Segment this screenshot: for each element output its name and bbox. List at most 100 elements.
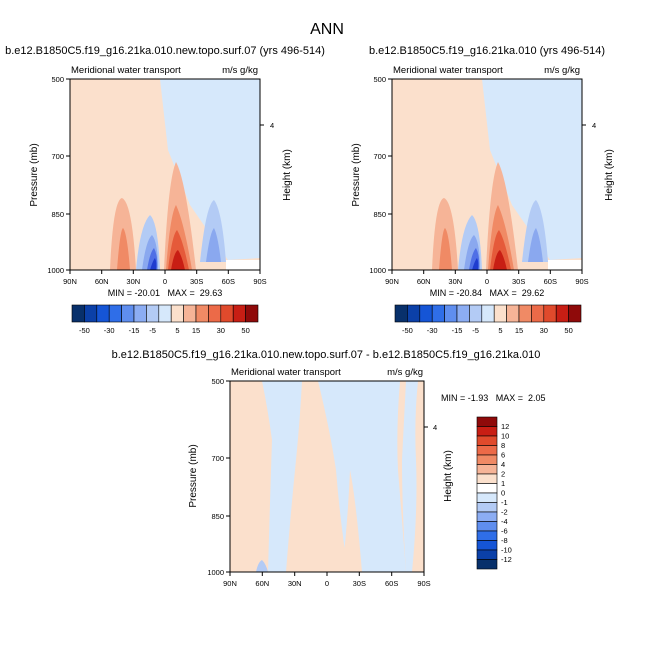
- panel-2-colorbar-swatch: [456, 304, 470, 323]
- panel-1-y-tick-label: 850: [51, 210, 64, 219]
- panel-3-colorbar-label: -12: [501, 555, 512, 564]
- panel-2-y-axis-label: Pressure (mb): [351, 143, 362, 206]
- panel-1-colorbar-swatch: [84, 304, 98, 323]
- panel-3-colorbar-swatch: [476, 530, 498, 541]
- panel-2-y-tick-label: 500: [373, 75, 386, 84]
- panel-1-missing-topography: [226, 260, 260, 270]
- panel-3-colorbar-swatch: [476, 521, 498, 532]
- panel-3-x-tick-label: 90S: [417, 579, 430, 588]
- panel-1-colorbar-swatch: [195, 304, 209, 323]
- panel-3-x-tick-label: 60N: [255, 579, 269, 588]
- panel-1-contour-pos-6: [171, 250, 185, 270]
- panel-3-contour-neg-1: [256, 560, 268, 572]
- panel-1-colorbar-swatch: [71, 304, 85, 323]
- panel-2-min-max: MIN = -20.84 MAX = 29.62: [430, 288, 545, 298]
- panel-1-x-tick-label: 90N: [63, 277, 77, 286]
- panel-2-colorbar-label: -5: [472, 326, 479, 335]
- panel-2-colorbar-swatch: [543, 304, 557, 323]
- panel-3-colorbar-label: 2: [501, 470, 505, 479]
- panel-2-x-tick-label: 30S: [512, 277, 525, 286]
- panel-3-region-negative-4: [402, 381, 418, 572]
- panel-2-colorbar-swatch: [419, 304, 433, 323]
- panel-3-colorbar-swatch: [476, 511, 498, 522]
- panel-2-contour-neg-4: [472, 258, 479, 270]
- panel-2-colorbar-swatch: [555, 304, 569, 323]
- panel-1-colorbar-label: 30: [217, 326, 225, 335]
- panel-3-colorbar-swatch: [476, 483, 498, 494]
- panel-1-x-tick-label: 60N: [95, 277, 109, 286]
- panel-2-colorbar-swatch: [394, 304, 408, 323]
- panel-1-min-max: MIN = -20.01 MAX = 29.63: [108, 288, 223, 298]
- panel-3-colorbar-swatch: [476, 416, 498, 427]
- panel-2-colorbar-swatch: [531, 304, 545, 323]
- panel-3-x-tick-label: 60S: [385, 579, 398, 588]
- panel-2-colorbar-swatch: [469, 304, 483, 323]
- panel-2-contour-neg-6: [528, 228, 543, 262]
- panel-2-x-tick-label: 0: [485, 277, 489, 286]
- panel-2-subtitle-right: m/s g/kg: [544, 65, 580, 76]
- panel-3-colorbar-swatch: [476, 435, 498, 446]
- panel-2-colorbar-label: 15: [515, 326, 523, 335]
- panel-1-field: [69, 78, 261, 271]
- panel-3-colorbar-label: 6: [501, 451, 505, 460]
- panel-2-colorbar-swatch: [568, 304, 582, 323]
- panel-1-colorbar-label: -15: [129, 326, 140, 335]
- panel-1-contour-neg-4: [150, 258, 157, 270]
- panel-2: b.e12.B1850C5.f19_g16.21ka.010 (yrs 496-…: [351, 45, 615, 335]
- panel-1-colorbar-swatch: [220, 304, 234, 323]
- panel-1-x-axis: 90N 60N 30N 0 30S 60S 90S: [63, 270, 267, 286]
- panel-1-colorbar-swatch: [121, 304, 135, 323]
- panel-1-contour-pos-2: [117, 228, 130, 270]
- panel-3-colorbar-swatch: [476, 445, 498, 456]
- panel-3-y-tick-label: 1000: [207, 568, 224, 577]
- panel-1-y-tick-label: 500: [51, 75, 64, 84]
- panel-3-region-positive-3: [342, 470, 362, 572]
- panel-2-colorbar-label: -15: [452, 326, 463, 335]
- panel-3-y-tick-label: 500: [211, 377, 224, 386]
- panel-3-colorbar-label: 12: [501, 422, 509, 431]
- panel-3-colorbar-swatch: [476, 492, 498, 503]
- panel-3-colorbar-label: -2: [501, 508, 508, 517]
- panel-3-colorbar-label: 4: [501, 460, 505, 469]
- panel-1-title: b.e12.B1850C5.f19_g16.21ka.010.new.topo.…: [5, 45, 325, 57]
- panel-2-colorbar: -50 -30 -15 -5 5 15 30 50: [394, 304, 582, 335]
- panel-1-colorbar-swatch: [158, 304, 172, 323]
- panel-1-subtitle-right: m/s g/kg: [222, 65, 258, 76]
- panel-1-region-negative: [160, 79, 260, 260]
- panel-3-min-max: MIN = -1.93 MAX = 2.05: [441, 393, 546, 403]
- panel-1-colorbar-label: 50: [241, 326, 249, 335]
- panel-3-y-right-tick-label: 4: [433, 423, 437, 432]
- panel-3-colorbar-swatch: [476, 559, 498, 570]
- panel-1-colorbar-swatch: [183, 304, 197, 323]
- panel-3-colorbar-swatch: [476, 454, 498, 465]
- panel-1-x-tick-label: 30S: [190, 277, 203, 286]
- panel-1-y-right-tick-label: 4: [270, 121, 274, 130]
- panel-2-colorbar-swatch: [431, 304, 445, 323]
- panel-1-x-tick-label: 90S: [253, 277, 266, 286]
- panel-2-colorbar-label: 30: [540, 326, 548, 335]
- panel-2-y-right-tick-label: 4: [592, 121, 596, 130]
- panel-1-colorbar-label: 15: [192, 326, 200, 335]
- panel-3-y-tick-label: 700: [211, 454, 224, 463]
- panel-2-x-tick-label: 90S: [575, 277, 588, 286]
- panel-3-colorbar-label: -8: [501, 536, 508, 545]
- panel-2-title: b.e12.B1850C5.f19_g16.21ka.010 (yrs 496-…: [369, 45, 605, 57]
- panel-3-x-tick-label: 90N: [223, 579, 237, 588]
- panel-2-colorbar-swatch: [518, 304, 532, 323]
- panel-1-colorbar-label: -50: [79, 326, 90, 335]
- panel-3: b.e12.B1850C5.f19_g16.21ka.010.new.topo.…: [112, 349, 546, 588]
- panel-1-colorbar-label: 5: [175, 326, 179, 335]
- panel-3-x-tick-label: 30S: [353, 579, 366, 588]
- panel-3-colorbar-swatch: [476, 502, 498, 513]
- figure-title: ANN: [310, 21, 344, 38]
- panel-1-colorbar-swatch: [232, 304, 246, 323]
- panel-1-y-right-axis-label: Height (km): [282, 149, 293, 201]
- panel-1-colorbar-label: -5: [149, 326, 156, 335]
- panel-2-field: [391, 78, 583, 271]
- panel-1-colorbar-label: -30: [104, 326, 115, 335]
- panel-3-subtitle-right: m/s g/kg: [387, 367, 423, 378]
- panel-3-y-right-axis-label: Height (km): [443, 450, 454, 502]
- panel-3-colorbar-label: -6: [501, 527, 508, 536]
